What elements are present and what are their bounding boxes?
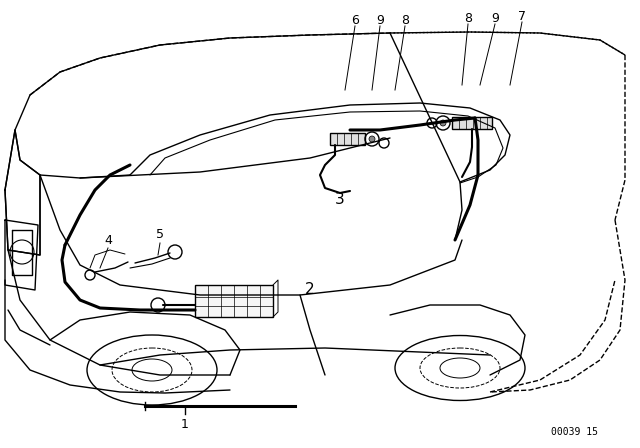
Circle shape	[369, 136, 375, 142]
Circle shape	[440, 120, 446, 126]
Text: 8: 8	[464, 12, 472, 25]
Text: 8: 8	[401, 13, 409, 26]
Text: 9: 9	[491, 12, 499, 25]
Text: 2: 2	[305, 283, 315, 297]
FancyBboxPatch shape	[330, 133, 365, 145]
Text: 4: 4	[104, 233, 112, 246]
Text: 00039 15: 00039 15	[551, 427, 598, 437]
Text: 6: 6	[351, 13, 359, 26]
Text: 1: 1	[181, 418, 189, 431]
FancyBboxPatch shape	[195, 285, 273, 317]
Text: 3: 3	[335, 193, 345, 207]
FancyBboxPatch shape	[452, 117, 492, 129]
Text: 9: 9	[376, 13, 384, 26]
Text: 5: 5	[156, 228, 164, 241]
Text: 7: 7	[518, 9, 526, 22]
